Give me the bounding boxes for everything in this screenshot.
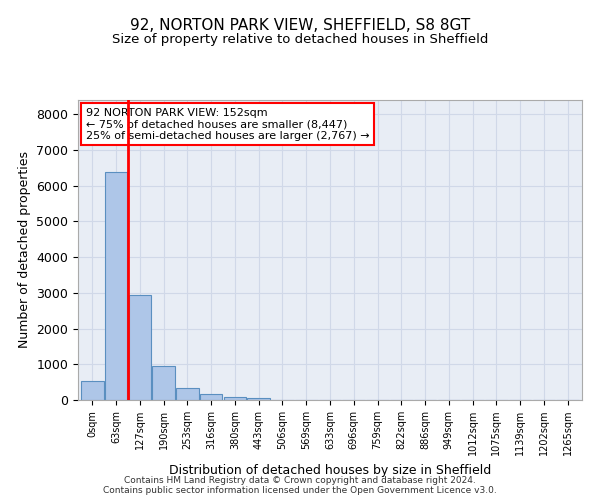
- Bar: [224, 396, 246, 400]
- Text: Size of property relative to detached houses in Sheffield: Size of property relative to detached ho…: [112, 32, 488, 46]
- Text: 92, NORTON PARK VIEW, SHEFFIELD, S8 8GT: 92, NORTON PARK VIEW, SHEFFIELD, S8 8GT: [130, 18, 470, 32]
- Bar: [247, 398, 270, 400]
- Bar: [152, 366, 175, 400]
- Bar: [81, 380, 104, 400]
- Y-axis label: Number of detached properties: Number of detached properties: [18, 152, 31, 348]
- Bar: [200, 394, 223, 400]
- Bar: [128, 296, 151, 400]
- Bar: [105, 172, 127, 400]
- Text: 92 NORTON PARK VIEW: 152sqm
← 75% of detached houses are smaller (8,447)
25% of : 92 NORTON PARK VIEW: 152sqm ← 75% of det…: [86, 108, 369, 140]
- Bar: [176, 388, 199, 400]
- X-axis label: Distribution of detached houses by size in Sheffield: Distribution of detached houses by size …: [169, 464, 491, 476]
- Text: Contains HM Land Registry data © Crown copyright and database right 2024.
Contai: Contains HM Land Registry data © Crown c…: [103, 476, 497, 495]
